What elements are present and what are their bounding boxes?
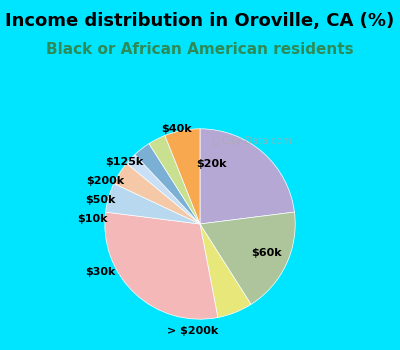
Wedge shape [114,163,200,224]
Wedge shape [127,155,200,224]
Text: $50k: $50k [85,195,115,205]
Text: $30k: $30k [85,267,115,276]
Wedge shape [135,144,200,224]
Text: $200k: $200k [86,176,124,186]
Text: $125k: $125k [105,157,143,167]
Text: $60k: $60k [251,247,282,258]
Text: Black or African American residents: Black or African American residents [46,42,354,56]
Text: $10k: $10k [78,214,108,224]
Text: $20k: $20k [197,160,227,169]
Wedge shape [106,183,200,224]
Text: > $200k: > $200k [167,326,218,336]
Wedge shape [200,129,294,224]
Text: Income distribution in Oroville, CA (%): Income distribution in Oroville, CA (%) [5,12,395,30]
Wedge shape [200,212,295,304]
Wedge shape [200,224,251,317]
Wedge shape [165,129,200,224]
Wedge shape [105,212,218,319]
Text: ⓘ City-Data.com: ⓘ City-Data.com [213,136,292,146]
Wedge shape [149,135,200,224]
Text: $40k: $40k [161,124,192,134]
